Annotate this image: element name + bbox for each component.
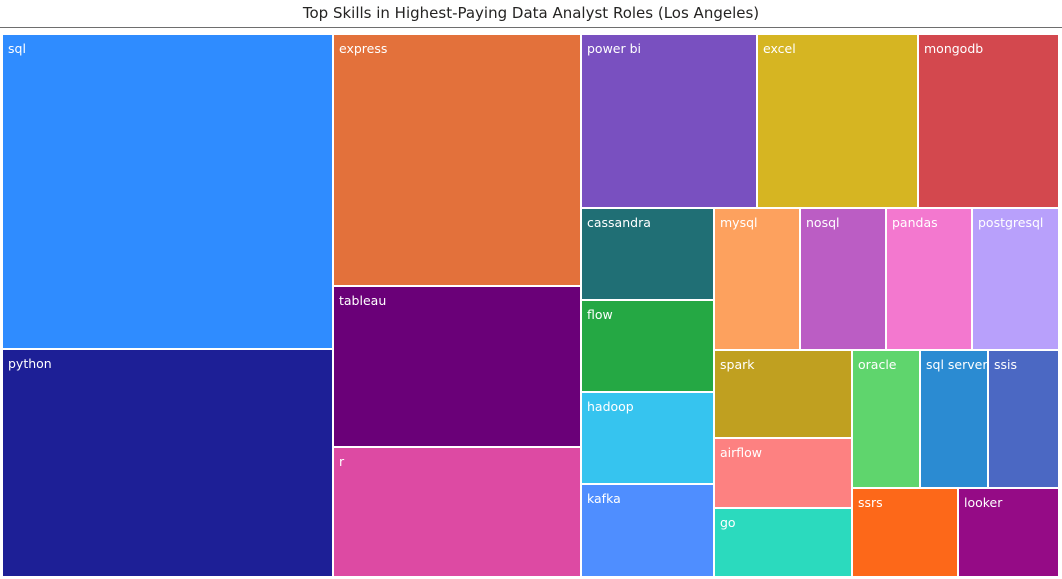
treemap-tile-label: airflow: [720, 445, 763, 460]
treemap-tile-label: nosql: [806, 215, 840, 230]
treemap-tile-excel[interactable]: excel: [757, 34, 918, 208]
treemap-tile-go[interactable]: go: [714, 508, 852, 577]
treemap-tile-label: spark: [720, 357, 755, 372]
treemap-tile-express[interactable]: express: [333, 34, 581, 286]
treemap-tile-label: mysql: [720, 215, 758, 230]
treemap-tile-label: mongodb: [924, 41, 984, 56]
treemap-tile-label: oracle: [858, 357, 897, 372]
treemap-tile-oracle[interactable]: oracle: [852, 350, 920, 488]
treemap-tile-mysql[interactable]: mysql: [714, 208, 800, 350]
treemap-tile-label: looker: [964, 495, 1003, 510]
treemap-tile-label: python: [8, 356, 52, 371]
treemap-tile-label: pandas: [892, 215, 938, 230]
treemap-tile-sql[interactable]: sql: [2, 34, 333, 349]
treemap-tile-label: go: [720, 515, 736, 530]
treemap-plot-area: sql python express tableau r power bi excel mon…: [2, 34, 1059, 577]
treemap-tile-r[interactable]: r: [333, 447, 581, 577]
treemap-tile-ssrs[interactable]: ssrs: [852, 488, 958, 577]
treemap-tile-label: sql: [8, 41, 26, 56]
treemap-tile-ssis[interactable]: ssis: [988, 350, 1059, 488]
treemap-tile-label: excel: [763, 41, 796, 56]
treemap-tile-label: postgresql: [978, 215, 1044, 230]
treemap-tile-label: r: [339, 454, 345, 469]
treemap-tile-postgresql[interactable]: postgresql: [972, 208, 1059, 350]
treemap-tile-label: tableau: [339, 293, 387, 308]
treemap-tile-flow[interactable]: flow: [581, 300, 714, 392]
treemap-tile-spark[interactable]: spark: [714, 350, 852, 438]
treemap-tile-nosql[interactable]: nosql: [800, 208, 886, 350]
treemap-tile-kafka[interactable]: kafka: [581, 484, 714, 577]
chart-title: Top Skills in Highest-Paying Data Analys…: [302, 4, 760, 22]
treemap-tile-hadoop[interactable]: hadoop: [581, 392, 714, 484]
treemap-tile-pandas[interactable]: pandas: [886, 208, 972, 350]
treemap-tile-label: hadoop: [587, 399, 634, 414]
title-divider: [0, 27, 1062, 28]
treemap-tile-label: ssis: [994, 357, 1018, 372]
treemap-tile-label: sql server: [926, 357, 988, 372]
treemap-tile-label: express: [339, 41, 388, 56]
treemap-tile-looker[interactable]: looker: [958, 488, 1059, 577]
treemap-tile-label: flow: [587, 307, 613, 322]
treemap-tile-label: ssrs: [858, 495, 883, 510]
treemap-tile-label: kafka: [587, 491, 621, 506]
treemap-tile-label: cassandra: [587, 215, 651, 230]
treemap-tile-airflow[interactable]: airflow: [714, 438, 852, 508]
treemap-tile-python[interactable]: python: [2, 349, 333, 577]
treemap-tile-sql-server[interactable]: sql server: [920, 350, 988, 488]
treemap-tile-power-bi[interactable]: power bi: [581, 34, 757, 208]
treemap-tile-mongodb[interactable]: mongodb: [918, 34, 1059, 208]
treemap-tile-tableau[interactable]: tableau: [333, 286, 581, 447]
treemap-tile-cassandra[interactable]: cassandra: [581, 208, 714, 300]
treemap-tile-label: power bi: [587, 41, 642, 56]
